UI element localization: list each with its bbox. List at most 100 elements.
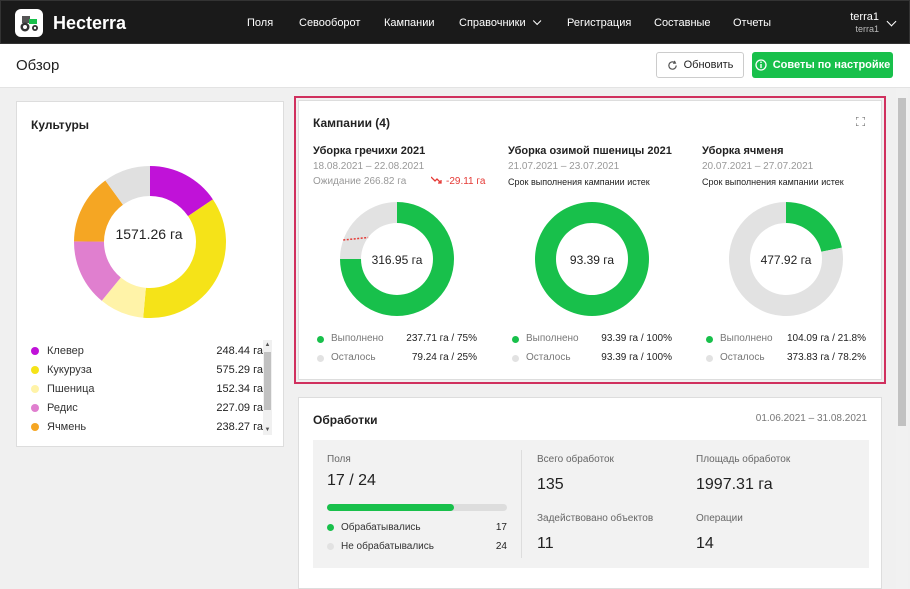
processed-value: 17 (495, 522, 507, 533)
user-sub: terra1 (855, 24, 879, 34)
processed-row: Обрабатывались 17 (327, 522, 507, 536)
legend-item-wheat[interactable]: Пшеница 152.34 га (31, 382, 263, 401)
expand-icon[interactable] (856, 117, 865, 126)
legend-value: 152.34 га (216, 383, 263, 395)
operations-label: Операции (696, 513, 743, 524)
legend-dot (31, 423, 39, 431)
objects-label: Задействовано объектов (537, 513, 654, 524)
chevron-down-icon (532, 16, 542, 26)
nav-item-registration[interactable]: Регистрация (567, 17, 632, 29)
culture-slice-1 (143, 199, 226, 318)
not-processed-row: Не обрабатывались 24 (327, 541, 507, 555)
campaign-donut-chart (340, 202, 454, 316)
culture-slice-other (105, 166, 150, 205)
campaigns-card: Кампании (4) Уборка гречихи 2021 18.08.2… (298, 100, 882, 380)
area-label: Площадь обработок (696, 454, 791, 465)
campaign-buckwheat[interactable]: Уборка гречихи 2021 18.08.2021 – 22.08.2… (313, 145, 503, 375)
nav-item-crop-rotation[interactable]: Севооборот (299, 17, 361, 29)
fields-label: Поля (327, 454, 351, 465)
legend-item-clover[interactable]: Клевер 248.44 га (31, 344, 263, 363)
legend-dot (512, 336, 519, 343)
user-chevron-down-icon[interactable] (886, 16, 897, 27)
campaign-done-arc (786, 202, 842, 252)
top-navbar: Hecterra Поля Севооборот Кампании Справо… (0, 0, 910, 44)
scroll-down-icon[interactable]: ▼ (264, 427, 271, 433)
campaign-winter-wheat[interactable]: Уборка озимой пшеницы 2021 21.07.2021 – … (508, 145, 698, 375)
refresh-button-label: Обновить (683, 59, 734, 71)
legend-dot (31, 404, 39, 412)
fields-progress-fill (327, 504, 455, 511)
campaign-expired-note: Срок выполнения кампании истек (508, 177, 650, 187)
campaign-done-arc (340, 202, 454, 316)
legend-dot (317, 355, 324, 362)
scroll-up-icon[interactable]: ▲ (264, 342, 271, 348)
setup-tips-button-label: Советы по настройке (772, 59, 891, 71)
refresh-icon (667, 60, 677, 70)
user-menu[interactable]: terra1 terra1 (850, 11, 879, 34)
legend-label: Клевер (47, 345, 84, 357)
campaign-delta-value: -29.11 га (446, 176, 486, 187)
legend-dot (31, 347, 39, 355)
operations-value: 14 (696, 535, 714, 552)
legend-label: Ячмень (47, 421, 87, 433)
legend-label: Пшеница (47, 383, 95, 395)
legend-dot (31, 366, 39, 374)
nav-item-campaigns[interactable]: Кампании (384, 17, 435, 29)
brand-name[interactable]: Hecterra (53, 13, 127, 33)
left-value: 93.39 га / 100% (601, 352, 672, 363)
campaign-barley[interactable]: Уборка ячменя 20.07.2021 – 27.07.2021 Ср… (702, 145, 892, 375)
legend-item-corn[interactable]: Кукуруза 575.29 га (31, 363, 263, 382)
expected-marker (343, 236, 369, 241)
page-header: Обзор Обновить Советы по настройке (0, 44, 910, 88)
campaign-center-value: 316.95 га (371, 253, 423, 267)
area-value: 1997.31 га (696, 476, 773, 493)
cultures-title: Культуры (31, 118, 90, 132)
campaign-dates: 20.07.2021 – 27.07.2021 (702, 161, 814, 172)
cultures-legend: Клевер 248.44 га Кукуруза 575.29 га Пшениц… (31, 344, 263, 439)
legend-value: 248.44 га (216, 345, 263, 357)
legend-dot (327, 543, 334, 550)
campaign-done-row: Выполнено 93.39 га / 100% (512, 333, 672, 349)
page-scroll-thumb[interactable] (898, 98, 906, 426)
nav-item-references-label: Справочники (459, 17, 526, 29)
not-processed-label: Не обрабатывались (341, 541, 434, 552)
processing-period: 01.06.2021 – 31.08.2021 (755, 413, 867, 424)
legend-dot (512, 355, 519, 362)
setup-tips-button[interactable]: Советы по настройке (752, 52, 893, 78)
legend-value: 575.29 га (216, 364, 263, 376)
processed-label: Обрабатывались (341, 522, 421, 533)
nav-item-composite[interactable]: Составные (654, 17, 711, 29)
legend-dot (706, 355, 713, 362)
tractor-logo-icon[interactable] (15, 9, 43, 37)
objects-value: 11 (537, 535, 554, 552)
nav-item-fields[interactable]: Поля (247, 17, 274, 29)
campaigns-title: Кампании (4) (313, 116, 390, 130)
campaign-expired-note: Срок выполнения кампании истек (702, 177, 844, 187)
legend-dot (706, 336, 713, 343)
nav-item-reports[interactable]: Отчеты (733, 17, 772, 29)
legend-label: Редис (47, 402, 78, 414)
user-name: terra1 (850, 11, 879, 23)
page-scrollbar[interactable] (896, 88, 908, 589)
left-label: Осталось (526, 352, 571, 363)
campaign-title: Уборка гречихи 2021 (313, 145, 426, 157)
page-title: Обзор (16, 57, 60, 74)
processing-title: Обработки (313, 413, 378, 427)
nav-item-references[interactable]: Справочники (459, 16, 542, 29)
cultures-total: 1571.26 га (115, 226, 183, 242)
cultures-card: Культуры 1571.26 га Клевер 248.44 га Куку… (16, 101, 284, 447)
campaign-left-row: Осталось 93.39 га / 100% (512, 352, 672, 368)
culture-slice-4 (74, 180, 123, 242)
campaign-title: Уборка озимой пшеницы 2021 (508, 145, 672, 157)
culture-slice-0 (150, 166, 213, 217)
divider (521, 450, 522, 558)
campaigns-highlight-frame (294, 96, 886, 384)
legend-scrollbar[interactable]: ▲ ▼ (263, 340, 272, 435)
cultures-donut-chart (74, 166, 226, 318)
legend-item-radish[interactable]: Редис 227.09 га (31, 401, 263, 420)
campaign-done-row: Выполнено 237.71 га / 75% (317, 333, 477, 349)
scroll-thumb[interactable] (264, 352, 271, 410)
legend-item-barley[interactable]: Ячмень 238.27 га (31, 420, 263, 439)
campaign-donut-chart (534, 202, 649, 316)
refresh-button[interactable]: Обновить (656, 52, 744, 78)
